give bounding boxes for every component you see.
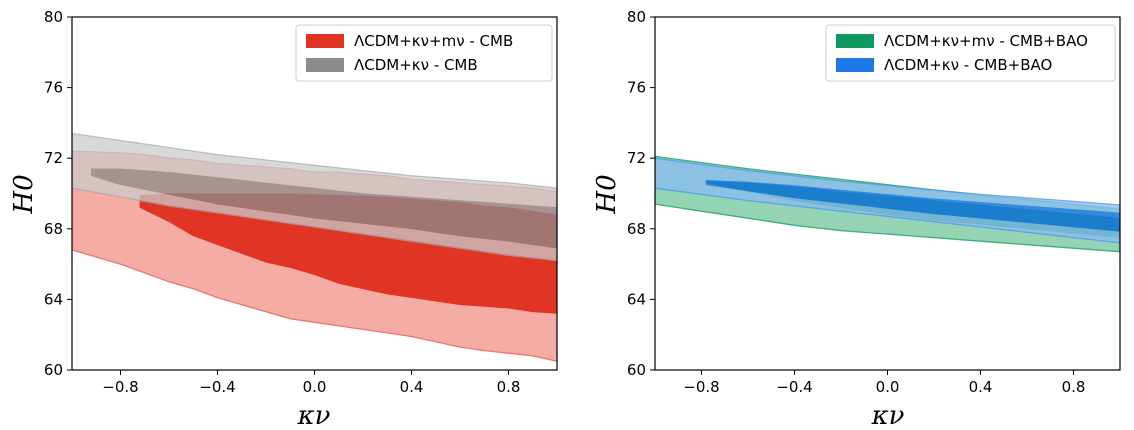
right-series-2 xyxy=(655,157,1120,244)
left-ylabel: H0 xyxy=(9,174,39,214)
left-legend-swatch-2 xyxy=(306,58,344,72)
left-legend-swatch-1 xyxy=(306,34,344,48)
left-ytick-label: 60 xyxy=(44,361,63,379)
right-legend-label-2: ΛCDM+κν - CMB+BAO xyxy=(884,56,1052,74)
left-series-2-contour-68 xyxy=(91,168,557,249)
right-ytick-label: 76 xyxy=(627,79,646,97)
left-xtick-label: 0.4 xyxy=(400,378,424,396)
right-xtick-label: 0.0 xyxy=(876,378,900,396)
right-ytick-label: 72 xyxy=(627,149,646,167)
left-legend: ΛCDM+κν+mν - CMB ΛCDM+κν - CMB xyxy=(295,24,553,82)
left-xlabel: κν xyxy=(297,401,331,430)
left-legend-label-1: ΛCDM+κν+mν - CMB xyxy=(354,32,513,50)
left-xtick-label: 0.8 xyxy=(497,378,521,396)
left-ytick-label: 72 xyxy=(44,149,63,167)
left-legend-label-2: ΛCDM+κν - CMB xyxy=(354,56,478,74)
right-xtick-label: 0.4 xyxy=(969,378,993,396)
right-ytick-label: 68 xyxy=(627,220,646,238)
left-y-ticks: 60 64 68 72 76 80 xyxy=(44,8,72,379)
right-contours xyxy=(655,155,1120,253)
left-ytick-label: 80 xyxy=(44,8,63,26)
right-legend-label-1: ΛCDM+κν+mν - CMB+BAO xyxy=(884,32,1088,50)
right-legend-swatch-2 xyxy=(836,58,874,72)
left-contours xyxy=(72,132,557,362)
right-ytick-label: 64 xyxy=(627,290,646,308)
right-ytick-label: 60 xyxy=(627,361,646,379)
right-panel: −0.8 −0.4 0.0 0.4 0.8 60 64 68 72 76 80 κν H0 ΛCD… xyxy=(592,8,1121,430)
left-ytick-label: 76 xyxy=(44,79,63,97)
left-xtick-label: −0.4 xyxy=(199,378,235,396)
left-x-ticks: −0.8 −0.4 0.0 0.4 0.8 xyxy=(102,370,520,396)
left-ytick-label: 68 xyxy=(44,220,63,238)
right-legend-box xyxy=(825,24,1116,82)
right-y-ticks: 60 64 68 72 76 80 xyxy=(627,8,655,379)
left-panel: −0.8 −0.4 0.0 0.4 0.8 60 64 68 72 76 80 κν H0 ΛCD… xyxy=(9,8,558,430)
right-ylabel: H0 xyxy=(592,174,622,214)
right-ytick-label: 80 xyxy=(627,8,646,26)
right-series-2-contour-68 xyxy=(705,179,1120,232)
left-ytick-label: 64 xyxy=(44,290,63,308)
right-legend-swatch-1 xyxy=(836,34,874,48)
right-xtick-label: −0.4 xyxy=(776,378,812,396)
right-xtick-label: 0.8 xyxy=(1062,378,1086,396)
right-xtick-label: −0.8 xyxy=(683,378,719,396)
left-legend-box xyxy=(295,24,553,82)
left-xtick-label: −0.8 xyxy=(102,378,138,396)
left-series-2 xyxy=(72,132,557,262)
right-xlabel: κν xyxy=(871,401,905,430)
left-xtick-label: 0.0 xyxy=(303,378,327,396)
right-legend: ΛCDM+κν+mν - CMB+BAO ΛCDM+κν - CMB+BAO xyxy=(825,24,1116,82)
right-x-ticks: −0.8 −0.4 0.0 0.4 0.8 xyxy=(683,370,1085,396)
